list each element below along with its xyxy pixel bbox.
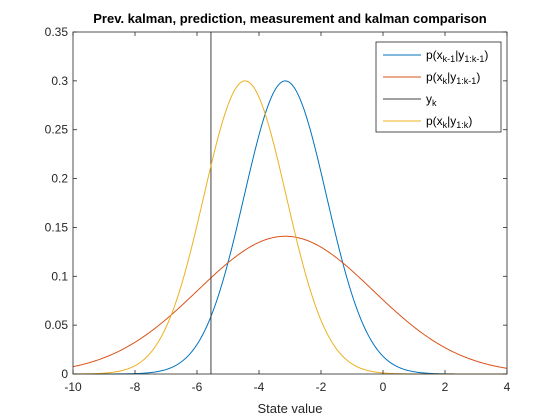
x-tick-label: -10 [64,380,82,394]
x-tick-label: -6 [192,380,203,394]
x-tick-label: 4 [504,380,511,394]
x-tick-label: -2 [316,380,327,394]
series-line-1 [72,235,508,369]
chart-title: Prev. kalman, prediction, measurement an… [93,11,487,26]
y-tick-label: 0.15 [45,220,69,234]
y-tick-label: 0.25 [45,123,69,137]
legend-label-0: p(xk-1|y1:k-1) [426,48,488,64]
y-tick-label: 0.05 [45,318,69,332]
legend-label-2: yk [426,92,437,108]
x-tick-label: 2 [442,380,449,394]
ticks-layer: -10 -8 -6 -4 -2 0 2 4 0 0.05 0.1 0.15 0.2 0.25 0.3 0.35 [45,25,511,394]
series-layer [72,32,508,375]
legend-box [375,41,502,133]
axes-box [72,31,508,375]
legend-label-3: p(xk|y1:k) [426,114,472,130]
x-axis-label: State value [257,401,322,416]
y-tick-label: 0.3 [51,74,68,88]
y-tick-label: 0.1 [51,269,68,283]
x-tick-label: 0 [380,380,387,394]
y-tick-label: 0.2 [51,172,68,186]
legend: p(xk-1|y1:k-1) p(xk|y1:k-1) yk p(xk|y1:k) [375,41,502,133]
y-tick-label: 0 [61,367,68,381]
x-tick-label: -4 [254,380,265,394]
x-tick-label: -8 [130,380,141,394]
legend-label-1: p(xk|y1:k-1) [426,70,480,86]
axes-layer [72,31,508,375]
y-tick-label: 0.35 [45,25,69,39]
